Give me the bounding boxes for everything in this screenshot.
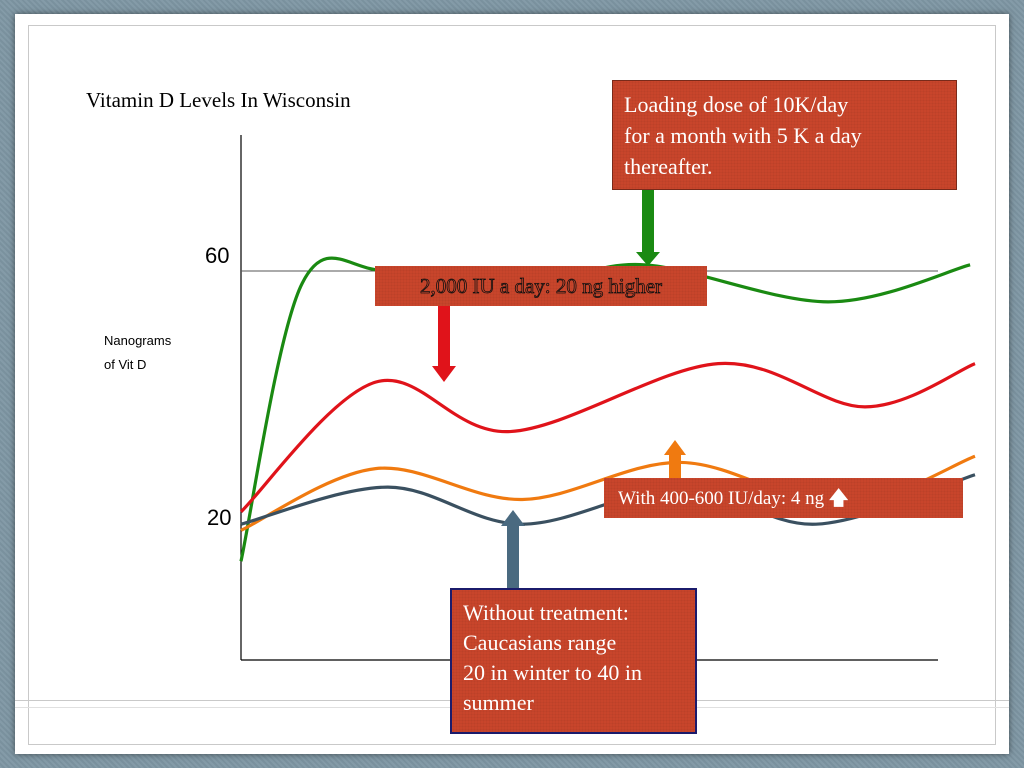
loading-dose-callout: Loading dose of 10K/day for a month with… <box>612 80 957 190</box>
loading-dose-line-3: thereafter. <box>624 154 713 179</box>
red-arrow <box>432 306 456 382</box>
slide-frame <box>28 25 996 745</box>
y-axis-label-line-2: of Vit D <box>104 357 147 372</box>
chart-title: Vitamin D Levels In Wisconsin <box>86 88 351 112</box>
without-treatment-line-3: 20 in winter to 40 in <box>463 660 643 685</box>
iu-400-callout: With 400-600 IU/day: 4 ng 🡅 <box>604 478 963 518</box>
iu-2000-callout: 2,000 IU a day: 20 ng higher <box>375 266 707 306</box>
loading-dose-line-1: Loading dose of 10K/day <box>624 92 849 117</box>
orange-arrow <box>664 440 686 480</box>
iu-2000-label: 2,000 IU a day: 20 ng higher <box>419 274 663 299</box>
loading-dose-line-2: for a month with 5 K a day <box>624 123 862 148</box>
without-treatment-line-4: summer <box>463 690 534 715</box>
without-treatment-line-2: Caucasians range <box>463 630 617 655</box>
y-axis-label: Nanograms of Vit D <box>104 329 171 377</box>
up-arrow-icon: 🡅 <box>828 487 849 509</box>
slate-arrow <box>501 510 525 589</box>
y-axis-label-line-1: Nanograms <box>104 333 172 348</box>
iu-400-label: With 400-600 IU/day: 4 ng <box>618 488 825 509</box>
green-arrow <box>636 190 660 266</box>
without-treatment-line-1: Without treatment: <box>463 600 629 625</box>
series-line-red <box>239 361 976 513</box>
y-tick-60: 60 <box>205 243 230 268</box>
y-tick-20: 20 <box>207 505 232 530</box>
without-treatment-callout: Without treatment: Caucasians range 20 i… <box>450 588 697 734</box>
